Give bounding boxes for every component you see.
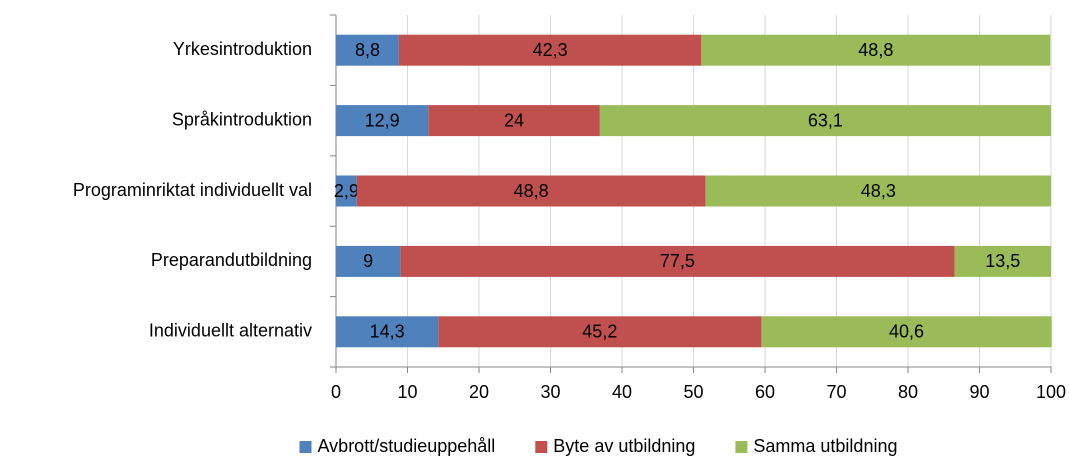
x-tick-label: 80	[898, 382, 918, 402]
bar-segment	[400, 245, 955, 277]
x-tick-label: 50	[683, 382, 703, 402]
bar-segment	[398, 34, 702, 66]
data-label: 9	[363, 251, 373, 271]
data-label: 77,5	[660, 251, 695, 271]
x-tick-label: 20	[469, 382, 489, 402]
data-label: 12,9	[365, 110, 400, 130]
bar-segment	[336, 175, 357, 207]
legend-swatch	[735, 441, 748, 453]
x-tick-label: 10	[397, 382, 417, 402]
data-label: 48,8	[858, 40, 893, 60]
y-tick-label: Yrkesintroduktion	[173, 39, 312, 59]
y-tick-label: Individuellt alternativ	[149, 321, 312, 341]
x-tick-label: 30	[540, 382, 560, 402]
y-tick-label: Preparandutbildning	[151, 250, 312, 270]
x-tick-label: 70	[826, 382, 846, 402]
bar-segment	[761, 316, 1052, 348]
bar-segment	[954, 245, 1051, 277]
data-label: 8,8	[355, 40, 380, 60]
legend-label: Byte av utbildning	[553, 436, 695, 456]
x-tick-label: 0	[331, 382, 341, 402]
bar-segment	[336, 105, 429, 137]
x-tick-label: 100	[1036, 382, 1066, 402]
bar-segment	[599, 105, 1051, 137]
data-label: 45,2	[582, 322, 617, 342]
bar-segment	[356, 175, 706, 207]
x-tick-label: 40	[612, 382, 632, 402]
legend-swatch	[299, 441, 312, 453]
data-label: 40,6	[889, 322, 924, 342]
bar-segment	[428, 105, 600, 137]
bar-segment	[438, 316, 762, 348]
data-label: 2,9	[334, 181, 359, 201]
data-label: 48,8	[514, 181, 549, 201]
x-tick-label: 90	[969, 382, 989, 402]
data-label: 48,3	[861, 181, 896, 201]
bar-segment	[336, 245, 401, 277]
bar-segment	[336, 34, 399, 66]
data-label: 24	[504, 110, 524, 130]
legend-swatch	[535, 441, 548, 453]
x-tick-label: 60	[755, 382, 775, 402]
bar-segment	[336, 316, 439, 348]
bar-segment	[705, 175, 1051, 207]
data-label: 14,3	[370, 322, 405, 342]
legend-label: Avbrott/studieuppehåll	[318, 436, 496, 456]
legend-label: Samma utbildning	[753, 436, 897, 456]
data-label: 63,1	[808, 110, 843, 130]
data-label: 42,3	[533, 40, 568, 60]
data-label: 13,5	[985, 251, 1020, 271]
y-tick-label: Språkintroduktion	[172, 109, 312, 129]
y-tick-label: Programinriktat individuellt val	[73, 180, 312, 200]
bar-segment	[701, 34, 1051, 66]
